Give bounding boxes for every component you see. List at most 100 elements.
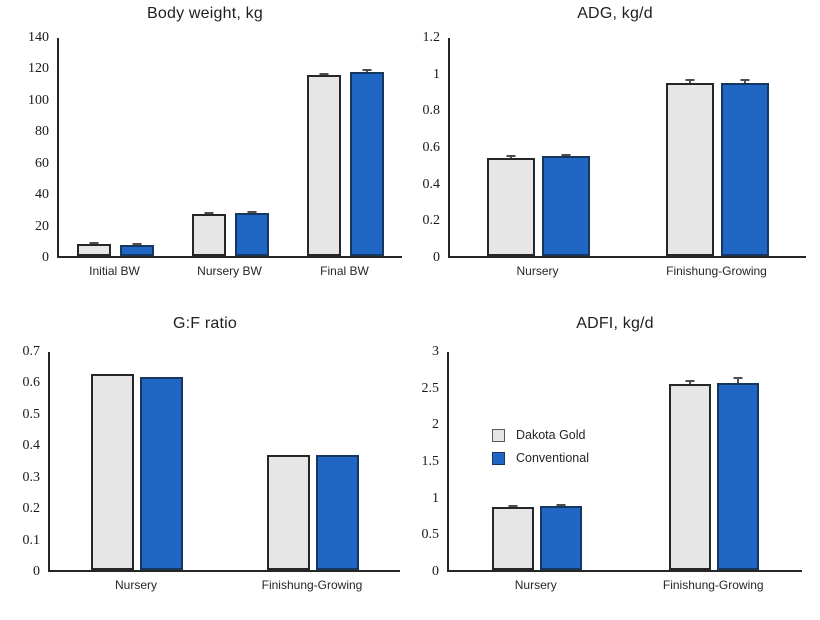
y-tick-label: 140: [28, 30, 49, 45]
y-tick-label: 1: [433, 66, 440, 82]
y-tick-label: 1: [432, 490, 439, 506]
x-category-label: Nursery: [516, 264, 559, 278]
plot-box: [57, 38, 402, 258]
y-tick-label: 20: [35, 218, 49, 234]
plot-box: [448, 38, 806, 258]
bar-dakota-gold-nursery: [91, 374, 134, 570]
y-tick-label: 60: [35, 155, 49, 171]
bar-conventional-nursery: [539, 506, 582, 570]
error-bar-conventional-nursery-bw: [247, 211, 257, 213]
error-bar-cap: [506, 155, 516, 157]
bar-dakota-gold-final-bw: [307, 75, 341, 256]
x-category-label: Nursery: [114, 578, 158, 592]
legend-item-conventional: Conventional: [492, 451, 589, 465]
error-bar-dakota-gold-finishung-growing: [685, 380, 695, 384]
y-tick-label: 80: [35, 124, 49, 140]
bar-conventional-finishung-growing: [316, 455, 359, 570]
bar-dakota-gold-finishung-growing: [267, 455, 310, 570]
x-category-label: Finishung-Growing: [662, 578, 764, 592]
error-bar-conventional-final-bw: [362, 69, 372, 72]
error-bar-stem: [689, 79, 691, 83]
y-tick-label: 0.6: [22, 375, 41, 391]
plot-box: [48, 352, 400, 572]
legend-swatch-conventional-icon: [492, 451, 505, 465]
y-tick-label: 0.7: [22, 344, 41, 359]
error-bar-dakota-gold-initial-bw: [89, 242, 99, 244]
y-tick-label: 1.2: [422, 30, 441, 45]
y-tick-label: 0.2: [22, 501, 41, 517]
error-bar-stem: [737, 377, 740, 383]
error-bar-cap: [561, 154, 571, 156]
x-category-label: Initial BW: [89, 264, 140, 278]
bar-conventional-finishung-growing: [717, 383, 760, 570]
y-tick-label: 3: [432, 344, 439, 359]
chart-panel-gf-ratio: G:F ratio 0 0.1 0.2 0.3 0.4 0.5 0.6 0.7 Nursery F…: [0, 310, 410, 620]
error-bar-cap: [132, 243, 142, 245]
y-tick-label: 0.3: [22, 469, 41, 485]
x-category-label: Nursery BW: [197, 264, 262, 278]
x-category-label: Nursery: [514, 578, 557, 592]
y-tick-label: 100: [28, 92, 49, 108]
bar-conventional-nursery: [140, 377, 183, 570]
legend-label-dakota-gold: Dakota Gold: [516, 428, 586, 442]
error-bar-dakota-gold-finishung-growing: [685, 79, 695, 83]
error-bar-stem: [744, 79, 746, 83]
y-tick-label: 0: [33, 564, 40, 579]
bar-dakota-gold-nursery-bw: [192, 214, 226, 256]
y-tick-label: 0.8: [422, 103, 441, 119]
y-tick-label: 0.5: [421, 527, 440, 543]
y-tick-label: 0.4: [422, 176, 441, 192]
y-tick-label: 0.2: [422, 213, 441, 229]
legend-label-conventional: Conventional: [516, 451, 589, 465]
error-bar-dakota-gold-nursery-bw: [204, 212, 214, 214]
legend-item-dakota-gold: Dakota Gold: [492, 428, 589, 442]
y-tick-label: 120: [28, 61, 49, 77]
error-bar-cap: [362, 69, 372, 71]
x-category-label: Finishung-Growing: [666, 264, 767, 278]
y-tick-label: 0.4: [22, 438, 41, 454]
error-bar-dakota-gold-nursery: [508, 505, 518, 507]
x-category-label: Final BW: [320, 264, 369, 278]
y-tick-label: 0: [432, 564, 439, 579]
error-bar-conventional-finishung-growing: [733, 377, 743, 383]
chart-panel-body-weight: Body weight, kg 0 20 40 60 80 100 120 140 Initia…: [0, 0, 410, 310]
bar-dakota-gold-nursery: [487, 158, 535, 256]
bar-dakota-gold-finishung-growing: [669, 384, 712, 570]
bar-conventional-nursery: [542, 156, 590, 256]
bar-conventional-nursery-bw: [235, 213, 269, 256]
plot-box: [447, 352, 802, 572]
error-bar-cap: [556, 504, 566, 506]
chart-title-adg: ADG, kg/d: [577, 5, 653, 22]
error-bar-conventional-finishung-growing: [740, 79, 750, 83]
y-tick-label: 0: [433, 250, 440, 265]
legend-swatch-dakota-gold-icon: [492, 428, 505, 442]
chart-title-body-weight: Body weight, kg: [147, 5, 263, 22]
bar-conventional-finishung-growing: [721, 83, 769, 256]
bar-dakota-gold-nursery: [491, 507, 534, 570]
error-bar-conventional-initial-bw: [132, 243, 142, 245]
error-bar-cap: [319, 73, 329, 75]
legend: Dakota Gold Conventional: [492, 428, 589, 465]
y-tick-label: 0.1: [22, 532, 41, 548]
error-bar-conventional-nursery: [556, 504, 566, 506]
chart-title-adfi: ADFI, kg/d: [576, 315, 654, 332]
error-bar-cap: [204, 212, 214, 214]
y-tick-label: 1.5: [421, 454, 440, 469]
error-bar-cap: [685, 380, 695, 382]
bar-dakota-gold-finishung-growing: [666, 83, 714, 256]
y-tick-label: 2.5: [421, 380, 440, 396]
y-tick-label: 2: [432, 417, 439, 433]
y-tick-label: 40: [35, 187, 49, 203]
bar-conventional-final-bw: [350, 72, 384, 256]
chart-panel-adfi: ADFI, kg/d 0 0.5 1 1.5 2 2.5 3 Nursery Finishung…: [410, 310, 820, 620]
x-category-label: Finishung-Growing: [261, 578, 363, 592]
error-bar-cap: [740, 79, 750, 81]
bar-conventional-initial-bw: [120, 245, 154, 256]
chart-panel-adg: ADG, kg/d 0 0.2 0.4 0.6 0.8 1 1.2 Nursery Finish…: [410, 0, 820, 310]
bar-dakota-gold-initial-bw: [77, 244, 111, 256]
error-bar-stem: [689, 380, 692, 384]
error-bar-cap: [508, 505, 518, 507]
error-bar-cap: [685, 79, 695, 81]
